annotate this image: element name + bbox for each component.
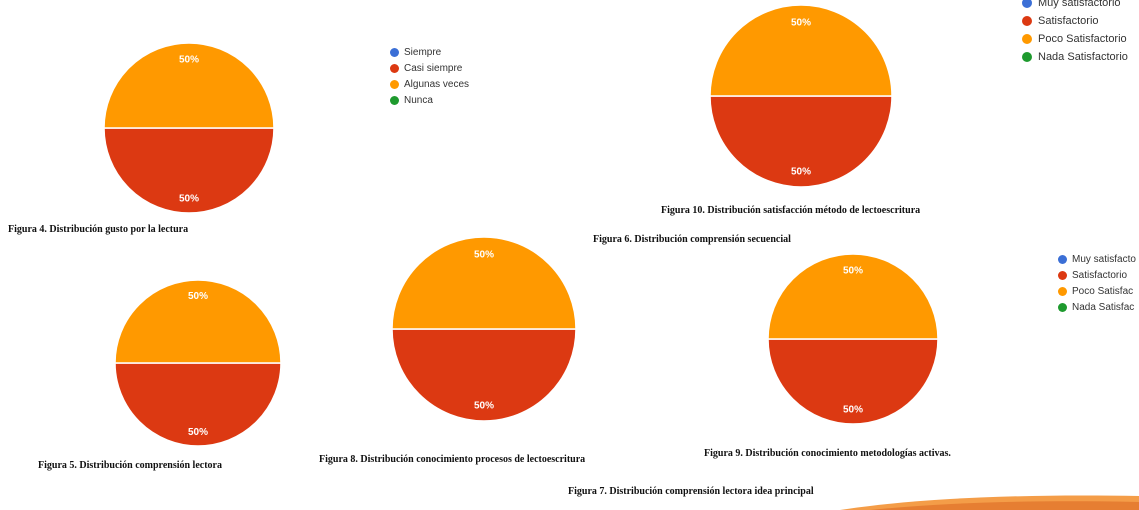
pie-slice-label: 50% [843,265,863,276]
caption-fig10: Figura 10. Distribución satisfacción mét… [661,205,921,216]
legend-label: Nada Satisfac [1072,301,1135,313]
legend-label: Satisfactorio [1072,269,1128,281]
pie-slice-algunas-veces [103,42,275,129]
pie-slice-label: 50% [791,167,811,178]
pie-slice-label: 50% [188,291,208,302]
decorative-swoosh [840,495,1139,510]
caption-fig4: Figura 4. Distribución gusto por la lect… [8,224,189,235]
pie-slice-poco-satisfactorio [709,4,893,97]
legend-label: Poco Satisfac [1072,285,1134,297]
legend-dot-blue [390,47,399,57]
legend-item-casi-siempre: Casi siempre [390,60,469,76]
legend-item-algunas-veces: Algunas veces [390,76,469,92]
pie-slice-label: 50% [179,54,199,65]
legend-label: Siempre [404,46,442,58]
legend-label: Nada Satisfactorio [1038,51,1128,63]
pie-chart-fig8: 50% 50% [391,236,577,422]
legend-item-muy-satisfactorio: Muy satisfactorio [1022,0,1128,12]
legend-item-nada-satisfactorio: Nada Satisfactorio [1022,48,1128,66]
pie-slice-label: 50% [474,250,494,261]
pie-slice-algunas-veces [114,279,282,364]
legend-label: Poco Satisfactorio [1038,33,1127,45]
legend-dot-orange [1022,34,1032,44]
pie-slice-casi-siempre [391,328,577,422]
pie-chart-fig9: 50% 50% [767,253,939,425]
legend-dot-red [1058,270,1067,280]
pie-slice-label: 50% [791,17,811,28]
legend-dot-green [1058,302,1067,312]
pie-slice-casi-siempre [103,127,275,214]
caption-fig5: Figura 5. Distribución comprensión lecto… [38,460,222,471]
legend-item-siempre: Siempre [390,44,469,60]
pie-slice-label: 50% [179,194,199,205]
legend-dot-red [390,63,399,73]
legend-label: Satisfactorio [1038,15,1099,27]
legend-item-satisfactorio: Satisfactorio [1022,12,1128,30]
pie-slice-algunas-veces [391,236,577,330]
caption-fig7: Figura 7. Distribución comprensión lecto… [568,486,814,497]
pie-chart-fig10: 50% 50% [709,4,893,188]
legend-item-nunca: Nunca [390,92,469,108]
pie-chart-fig5: 50% 50% [114,279,282,447]
legend-dot-orange [390,79,399,89]
pie-slice-label: 50% [474,400,494,411]
caption-fig8: Figura 8. Distribución conocimiento proc… [319,454,586,465]
legend-dot-green [1022,52,1032,62]
pie-slice-satisfactorio [709,95,893,188]
legend-label: Nunca [404,94,433,106]
caption-fig6: Figura 6. Distribución comprensión secue… [593,234,791,245]
legend-dot-orange [1058,286,1067,296]
legend-dot-blue [1022,0,1032,8]
pie-slice-satisfactorio [767,338,939,425]
pie-slice-casi-siempre [114,362,282,447]
legend-label: Muy satisfactorio [1038,0,1121,9]
pie-slice-label: 50% [188,427,208,438]
legend-satisfaccion-top: Muy satisfactorio Satisfactorio Poco Sat… [1022,0,1128,66]
legend-item-nada-satisfac: Nada Satisfac [1058,299,1136,315]
legend-label: Algunas veces [404,78,470,90]
pie-slice-poco-satisfac [767,253,939,340]
legend-item-poco-satisfactorio: Poco Satisfactorio [1022,30,1128,48]
pie-chart-fig4: 50% 50% [103,42,275,214]
legend-item-poco-satisfac: Poco Satisfac [1058,283,1136,299]
caption-fig9: Figura 9. Distribución conocimiento meto… [704,448,951,459]
pie-slice-label: 50% [843,405,863,416]
legend-item-muy-satisfacto: Muy satisfacto [1058,251,1136,267]
legend-dot-red [1022,16,1032,26]
legend-label: Muy satisfacto [1072,253,1136,265]
legend-dot-green [390,95,399,105]
legend-item-satisfactorio: Satisfactorio [1058,267,1136,283]
legend-dot-blue [1058,254,1067,264]
legend-label: Casi siempre [404,62,463,74]
legend-satisfaccion-mid: Muy satisfacto Satisfactorio Poco Satisf… [1058,251,1136,315]
legend-frecuencia: Siempre Casi siempre Algunas veces Nunca [390,44,469,108]
